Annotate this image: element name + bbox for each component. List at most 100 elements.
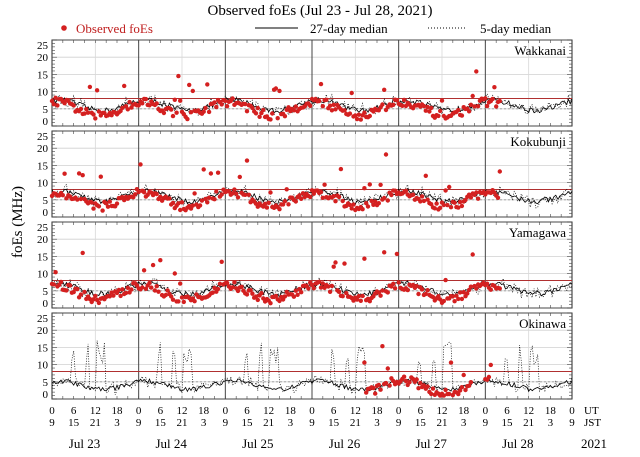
observed-point xyxy=(423,173,428,178)
observed-point xyxy=(105,204,111,209)
observed-point xyxy=(277,207,282,212)
y-tick-label: 20 xyxy=(37,143,49,155)
observed-point xyxy=(264,205,270,210)
observed-point xyxy=(156,289,161,294)
observed-point xyxy=(230,285,235,290)
y-tick-label: 10 xyxy=(37,360,49,372)
observed-point xyxy=(452,200,457,205)
observed-point xyxy=(436,113,441,119)
observed-point xyxy=(199,198,205,203)
observed-point xyxy=(178,98,183,103)
observed-point xyxy=(71,103,76,108)
observed-point xyxy=(403,378,409,384)
observed-point xyxy=(75,197,80,202)
observed-point xyxy=(351,202,356,207)
observed-point xyxy=(293,199,298,204)
observed-point xyxy=(154,284,159,289)
y-tick-label: 15 xyxy=(37,251,49,263)
observed-point xyxy=(282,114,288,119)
observed-point xyxy=(376,201,381,206)
observed-point xyxy=(376,382,381,388)
observed-point xyxy=(243,192,248,197)
observed-point xyxy=(235,195,241,200)
observed-point xyxy=(421,198,427,204)
observed-point xyxy=(205,82,210,87)
observed-point xyxy=(419,194,425,199)
observed-point xyxy=(55,103,60,108)
observed-point xyxy=(261,107,266,113)
observed-point xyxy=(120,287,125,292)
observed-point xyxy=(492,85,497,90)
observed-point xyxy=(49,98,55,104)
ut-row-label: UT xyxy=(584,405,599,417)
observed-point xyxy=(457,388,463,393)
observed-point xyxy=(127,99,132,105)
observed-point xyxy=(75,286,80,292)
observed-point xyxy=(401,374,407,379)
x-tick-ut-label: 6 xyxy=(158,405,164,417)
observed-point xyxy=(391,378,396,384)
observed-point xyxy=(472,104,477,109)
observed-point xyxy=(214,104,219,110)
observed-point xyxy=(282,199,288,204)
observed-point xyxy=(327,103,333,108)
observed-point xyxy=(380,102,385,107)
observed-point xyxy=(262,201,268,206)
observed-point xyxy=(327,289,333,294)
observed-point xyxy=(459,385,465,390)
observed-point xyxy=(293,288,298,293)
observed-point xyxy=(179,200,185,205)
observed-point xyxy=(418,380,423,386)
observed-point xyxy=(51,102,56,107)
observed-point xyxy=(364,201,369,206)
observed-point xyxy=(179,295,185,300)
observed-point xyxy=(176,201,181,206)
observed-point xyxy=(232,280,237,285)
y-tick-label: 25 xyxy=(37,313,49,325)
observed-point xyxy=(425,384,430,389)
observed-point xyxy=(169,107,174,112)
observed-point xyxy=(382,195,387,201)
x-tick-jst-label: 15 xyxy=(502,417,514,429)
observed-point xyxy=(308,194,313,200)
observed-point xyxy=(167,196,172,201)
observed-point xyxy=(206,109,212,115)
x-tick-ut-label: 12 xyxy=(90,405,101,417)
observed-point xyxy=(53,270,58,275)
observed-point xyxy=(224,280,230,286)
observed-point xyxy=(333,260,338,265)
x-tick-jst-label: 21 xyxy=(437,417,448,429)
y-tick-label: 10 xyxy=(37,178,49,190)
day-label: Jul 28 xyxy=(502,436,533,451)
observed-point xyxy=(291,108,297,113)
observed-point xyxy=(447,184,452,190)
observed-point xyxy=(432,206,437,211)
observed-point xyxy=(320,104,325,109)
observed-point xyxy=(141,190,147,195)
observed-point xyxy=(416,291,421,297)
x-tick-ut-label: 0 xyxy=(49,405,55,417)
observed-point xyxy=(91,297,96,302)
observed-point xyxy=(367,182,372,187)
observed-point xyxy=(219,102,224,107)
x-tick-jst-label: 15 xyxy=(415,417,427,429)
observed-point xyxy=(497,98,502,104)
observed-point xyxy=(158,258,163,263)
observed-point xyxy=(410,192,416,197)
legend-median5-label: 5-day median xyxy=(480,21,552,36)
observed-point xyxy=(300,191,306,196)
observed-point xyxy=(152,288,158,293)
y-tick-label: 10 xyxy=(37,87,49,99)
observed-point xyxy=(109,113,114,118)
y-tick-label: 20 xyxy=(37,325,49,337)
observed-point xyxy=(423,291,428,297)
x-tick-ut-label: 0 xyxy=(569,405,575,417)
x-tick-jst-label: 21 xyxy=(177,417,188,429)
observed-point xyxy=(490,96,495,102)
x-tick-ut-label: 18 xyxy=(285,405,297,417)
observed-point xyxy=(353,113,358,118)
observed-point xyxy=(197,203,203,208)
observed-point xyxy=(484,281,490,286)
observed-point xyxy=(441,202,446,208)
x-tick-jst-label: 9 xyxy=(569,417,575,429)
